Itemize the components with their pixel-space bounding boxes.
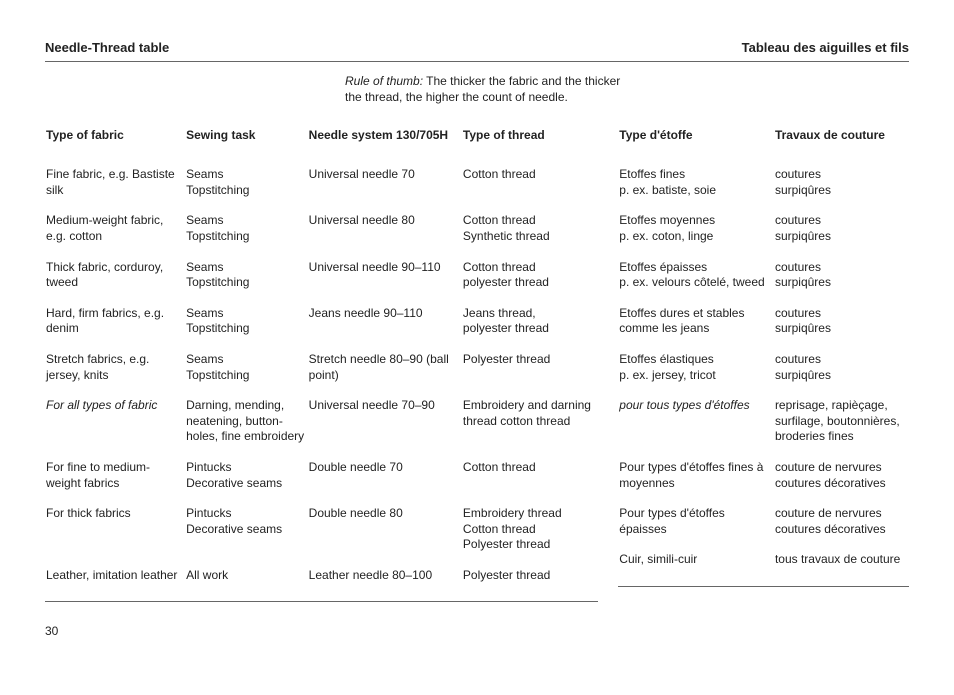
table-cell: Universal needle 70–90 bbox=[308, 397, 462, 459]
table-row: Etoffes épaissesp. ex. velours côtelé, t… bbox=[618, 259, 909, 305]
table-row: Hard, firm fabrics, e.g. denimSeamsTopst… bbox=[45, 305, 598, 351]
table-cell: Polyester thread bbox=[462, 351, 598, 397]
table-cell: couturessurpiqûres bbox=[774, 305, 909, 351]
table-cell: Medium-weight fabric, e.g. cotton bbox=[45, 212, 185, 258]
rule-of-thumb: Rule of thumb: The thicker the fabric an… bbox=[345, 74, 635, 105]
table-cell: tous travaux de couture bbox=[774, 551, 909, 582]
table-cell: Etoffes finesp. ex. batiste, soie bbox=[618, 166, 774, 212]
table-cell: SeamsTopstitching bbox=[185, 351, 308, 397]
left-bottom-rule bbox=[45, 601, 598, 602]
table-cell: Darning, mending, neatening, button-hole… bbox=[185, 397, 308, 459]
table-cell: Pour types d'étoffes fines à moyennes bbox=[618, 459, 774, 505]
table-cell: Double needle 80 bbox=[308, 505, 462, 567]
table-cell: Cuir, simili-cuir bbox=[618, 551, 774, 582]
table-cell: couture de nervurescoutures décoratives bbox=[774, 505, 909, 551]
table-cell: SeamsTopstitching bbox=[185, 212, 308, 258]
table-cell: Hard, firm fabrics, e.g. denim bbox=[45, 305, 185, 351]
table-row: Medium-weight fabric, e.g. cottonSeamsTo… bbox=[45, 212, 598, 258]
table-cell: Thick fabric, corduroy, tweed bbox=[45, 259, 185, 305]
table-row: Pour types d'étoffes fines à moyennescou… bbox=[618, 459, 909, 505]
table-cell: All work bbox=[185, 567, 308, 598]
table-cell: reprisage, rapièçage, surfilage, boutonn… bbox=[774, 397, 909, 459]
table-cell: Cotton threadpolyester thread bbox=[462, 259, 598, 305]
col-header-fabric: Type of fabric bbox=[45, 127, 185, 166]
table-cell: SeamsTopstitching bbox=[185, 259, 308, 305]
table-cell: couturessurpiqûres bbox=[774, 212, 909, 258]
table-cell: Double needle 70 bbox=[308, 459, 462, 505]
table-row: pour tous types d'étoffesreprisage, rapi… bbox=[618, 397, 909, 459]
table-cell: Cotton threadSynthetic thread bbox=[462, 212, 598, 258]
title-left: Needle-Thread table bbox=[45, 40, 169, 55]
table-cell: couturessurpiqûres bbox=[774, 166, 909, 212]
col-header-etoffe: Type d'étoffe bbox=[618, 127, 774, 166]
table-cell: Pour types d'étoffes épaisses bbox=[618, 505, 774, 551]
table-cell: Universal needle 70 bbox=[308, 166, 462, 212]
table-cell: Stretch needle 80–90 (ball point) bbox=[308, 351, 462, 397]
table-cell: Etoffes élastiquesp. ex. jersey, tricot bbox=[618, 351, 774, 397]
table-cell: For all types of fabric bbox=[45, 397, 185, 459]
table-row: Etoffes élastiquesp. ex. jersey, tricotc… bbox=[618, 351, 909, 397]
table-row: Etoffes dures et stables comme les jeans… bbox=[618, 305, 909, 351]
table-row: For all types of fabricDarning, mending,… bbox=[45, 397, 598, 459]
table-cell: Etoffes dures et stables comme les jeans bbox=[618, 305, 774, 351]
table-cell: Universal needle 90–110 bbox=[308, 259, 462, 305]
french-table: Type d'étoffe Travaux de couture Etoffes… bbox=[618, 127, 909, 587]
page-number: 30 bbox=[45, 624, 909, 638]
col-header-travaux: Travaux de couture bbox=[774, 127, 909, 166]
table-cell: PintucksDecorative seams bbox=[185, 505, 308, 567]
table-row: Leather, imitation leatherAll workLeathe… bbox=[45, 567, 598, 598]
table-cell: Embroidery and darning thread cotton thr… bbox=[462, 397, 598, 459]
table-cell: Cotton thread bbox=[462, 459, 598, 505]
table-row: Etoffes finesp. ex. batiste, soiecouture… bbox=[618, 166, 909, 212]
table-cell: Leather, imitation leather bbox=[45, 567, 185, 598]
table-row: Thick fabric, corduroy, tweedSeamsTopsti… bbox=[45, 259, 598, 305]
col-header-task: Sewing task bbox=[185, 127, 308, 166]
table-row: Etoffes moyennesp. ex. coton, lingecoutu… bbox=[618, 212, 909, 258]
table-row: Pour types d'étoffes épaissescouture de … bbox=[618, 505, 909, 551]
table-cell: Fine fabric, e.g. Bastiste silk bbox=[45, 166, 185, 212]
table-cell: couture de nervurescoutures décoratives bbox=[774, 459, 909, 505]
table-cell: Stretch fabrics, e.g. jersey, knits bbox=[45, 351, 185, 397]
table-cell: Embroidery threadCotton threadPolyester … bbox=[462, 505, 598, 567]
table-cell: For thick fabrics bbox=[45, 505, 185, 567]
page-titles: Needle-Thread table Tableau des aiguille… bbox=[45, 40, 909, 55]
table-cell: pour tous types d'étoffes bbox=[618, 397, 774, 459]
col-header-needle: Needle system 130/705H bbox=[308, 127, 462, 166]
table-cell: PintucksDecorative seams bbox=[185, 459, 308, 505]
english-table: Type of fabric Sewing task Needle system… bbox=[45, 127, 598, 602]
right-bottom-rule bbox=[618, 586, 909, 587]
table-row: For thick fabricsPintucksDecorative seam… bbox=[45, 505, 598, 567]
rule-label: Rule of thumb: bbox=[345, 74, 423, 88]
table-cell: SeamsTopstitching bbox=[185, 305, 308, 351]
table-row: Cuir, simili-cuirtous travaux de couture bbox=[618, 551, 909, 582]
col-header-thread: Type of thread bbox=[462, 127, 598, 166]
table-cell: Leather needle 80–100 bbox=[308, 567, 462, 598]
table-cell: Jeans needle 90–110 bbox=[308, 305, 462, 351]
table-cell: Polyester thread bbox=[462, 567, 598, 598]
table-cell: SeamsTopstitching bbox=[185, 166, 308, 212]
table-cell: Etoffes moyennesp. ex. coton, linge bbox=[618, 212, 774, 258]
table-cell: Etoffes épaissesp. ex. velours côtelé, t… bbox=[618, 259, 774, 305]
table-cell: For fine to medium-weight fabrics bbox=[45, 459, 185, 505]
table-row: Fine fabric, e.g. Bastiste silkSeamsTops… bbox=[45, 166, 598, 212]
table-row: For fine to medium-weight fabricsPintuck… bbox=[45, 459, 598, 505]
table-cell: Universal needle 80 bbox=[308, 212, 462, 258]
table-cell: couturessurpiqûres bbox=[774, 351, 909, 397]
table-cell: Jeans thread,polyester thread bbox=[462, 305, 598, 351]
title-right: Tableau des aiguilles et fils bbox=[742, 40, 909, 55]
table-cell: Cotton thread bbox=[462, 166, 598, 212]
table-row: Stretch fabrics, e.g. jersey, knitsSeams… bbox=[45, 351, 598, 397]
top-rule bbox=[45, 61, 909, 62]
table-cell: couturessurpiqûres bbox=[774, 259, 909, 305]
